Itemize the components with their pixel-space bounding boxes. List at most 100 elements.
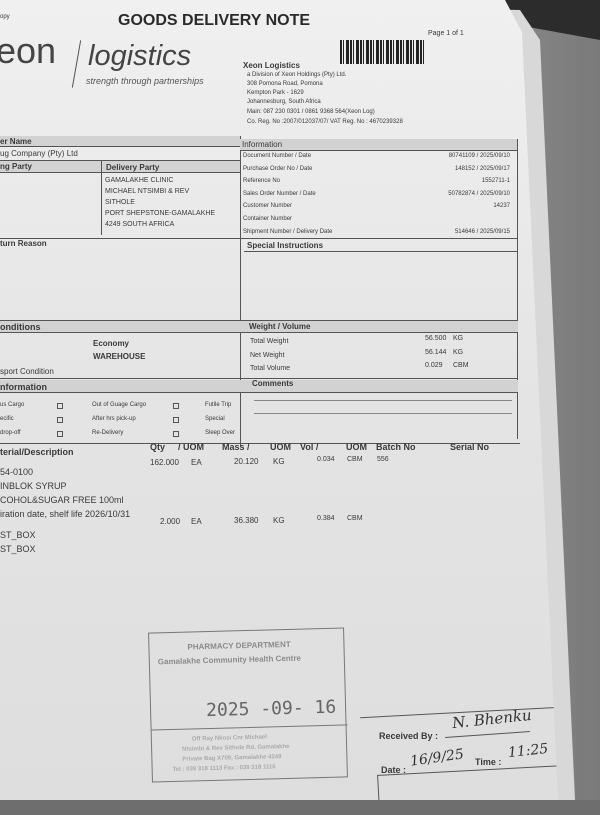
page-number: Page 1 of 1 <box>428 30 464 37</box>
item-desc-header: terial/Description <box>0 447 74 457</box>
info-label: Container Number <box>243 216 293 222</box>
company-name: Xeon Logistics <box>243 61 300 70</box>
info-label: Shipment Number / Delivery Date <box>243 228 333 235</box>
checkbox[interactable] <box>57 431 63 437</box>
stamp-centre: Gamalakhe Community Health Centre <box>157 653 302 667</box>
divider <box>0 378 518 379</box>
item-desc-line: COHOL&SUGAR FREE 100ml <box>0 495 124 505</box>
logo-brand-left: eon <box>0 30 57 71</box>
vol-header: Vol / <box>300 442 319 452</box>
delivery-line: SITHOLE <box>105 199 135 206</box>
weight-label: Net Weight <box>250 351 285 359</box>
info-label: Customer Number <box>243 203 293 210</box>
weight-unit: KG <box>453 348 464 356</box>
checkbox[interactable] <box>57 403 63 409</box>
info-value: 514646 / 2025/09/15 <box>454 228 510 235</box>
document-title: GOODS DELIVERY NOTE <box>118 12 311 29</box>
item-desc-line: ST_BOX <box>0 544 36 554</box>
item-mass-uom: KG <box>273 457 285 466</box>
weight-value: 56.500 <box>425 335 447 342</box>
divider <box>151 724 348 731</box>
stamp-line: Tel : 039 318 1113 Fax : 039 318 1116 <box>172 764 276 773</box>
divider <box>0 238 518 239</box>
item-vol-uom: CBM <box>347 515 363 522</box>
weight-label: Total Weight <box>250 338 289 345</box>
date-label: Date : <box>381 765 407 775</box>
item-uom: EA <box>191 517 202 526</box>
company-line: 308 Pomona Road, Pomona <box>247 81 323 87</box>
extra-option-label: Futile Trip <box>205 402 232 408</box>
checkbox[interactable] <box>173 431 179 437</box>
info-value: 1552711-1 <box>481 178 510 185</box>
customer-name: ug Company (Pty) Ltd <box>0 149 78 158</box>
divider <box>0 320 518 321</box>
weight-value: 56.144 <box>425 348 447 356</box>
stamp-dept: PHARMACY DEPARTMENT <box>187 639 291 652</box>
extra-option-label: Sleep Over <box>205 430 236 436</box>
conditions-label: onditions <box>0 322 41 332</box>
information-title: Information <box>242 140 283 149</box>
party-label: ng Party <box>0 162 33 171</box>
batch-header: Batch No <box>376 442 416 452</box>
item-uom: EA <box>191 458 202 467</box>
received-by-label: Received By : <box>379 731 439 741</box>
checkbox[interactable] <box>173 417 179 423</box>
time-label: Time : <box>475 757 502 767</box>
copy-label: opy <box>0 14 10 20</box>
company-line: Co. Reg. No :2007/012037/07/ VAT Reg. No… <box>247 119 403 125</box>
time-value: 11:25 <box>507 740 550 762</box>
comment-line[interactable] <box>254 413 512 414</box>
delivery-line: GAMALAKHE CLINIC <box>105 177 174 184</box>
weight-unit: KG <box>453 335 464 342</box>
service-level: Economy <box>93 339 130 348</box>
info-value: 80741109 / 2025/09/10 <box>448 153 510 159</box>
qty-header: Qty <box>150 442 166 452</box>
uom-header: UOM <box>270 442 291 452</box>
item-vol: 0.034 <box>317 456 335 463</box>
logo-brand-right: logistics <box>88 40 192 72</box>
item-batch: 556 <box>377 456 389 463</box>
uom-header: UOM <box>346 442 367 452</box>
delivery-party-label: Delivery Party <box>106 163 160 172</box>
divider <box>101 161 102 235</box>
item-desc-line: 54-0100 <box>0 467 34 477</box>
company-line: Main: 087 230 0301 / 0861 9368 564(Xeon … <box>247 109 375 115</box>
signature-line <box>445 731 530 738</box>
extra-option-label: ecific <box>0 416 14 422</box>
checkbox[interactable] <box>173 403 179 409</box>
info-label: Sales Order Number / Date <box>243 190 316 197</box>
customer-name-header <box>0 136 240 147</box>
weight-label: Total Volume <box>250 365 291 372</box>
stamp-line: Ntsimbi & Rev Sithole Rd, Gamalakhe <box>182 743 290 753</box>
extra-option-label: Out of Guage Cargo <box>92 402 147 408</box>
comment-line[interactable] <box>254 400 512 401</box>
divider <box>0 443 520 444</box>
receipt-box <box>377 765 558 800</box>
item-vol: 0.384 <box>317 515 335 522</box>
item-desc-line: INBLOK SYRUP <box>0 481 67 491</box>
logo-tagline: strength through partnerships <box>86 76 204 86</box>
pharmacy-stamp: PHARMACY DEPARTMENT Gamalakhe Community … <box>148 627 348 783</box>
divider <box>244 251 518 252</box>
extra-info-header <box>0 380 518 393</box>
return-reason-label: turn Reason <box>0 239 47 248</box>
extra-option-label: Re-Delivery <box>92 430 124 436</box>
item-mass-uom: KG <box>273 516 285 525</box>
barcode <box>340 40 426 64</box>
uom-header: / UOM <box>178 442 204 452</box>
party-header <box>0 161 240 173</box>
transport-condition-label: sport Condition <box>0 367 54 376</box>
item-desc-line: iration date, shelf life 2026/10/31 <box>0 509 131 519</box>
customer-name-label: er Name <box>0 137 32 146</box>
location: WAREHOUSE <box>93 352 146 361</box>
weight-volume-title: Weight / Volume <box>249 322 311 331</box>
item-mass: 36.380 <box>234 516 259 525</box>
info-value: 14237 <box>493 203 510 210</box>
extra-option-label: us Cargo <box>0 402 25 408</box>
info-value: 50782874 / 2025/09/10 <box>448 190 510 197</box>
item-qty: 2.000 <box>160 517 181 526</box>
info-label: Purchase Order No / Date <box>243 165 313 172</box>
stamp-line: Off Ray Nkosi Cnr Michael <box>191 734 267 743</box>
checkbox[interactable] <box>57 417 63 423</box>
weight-unit: CBM <box>453 362 469 369</box>
